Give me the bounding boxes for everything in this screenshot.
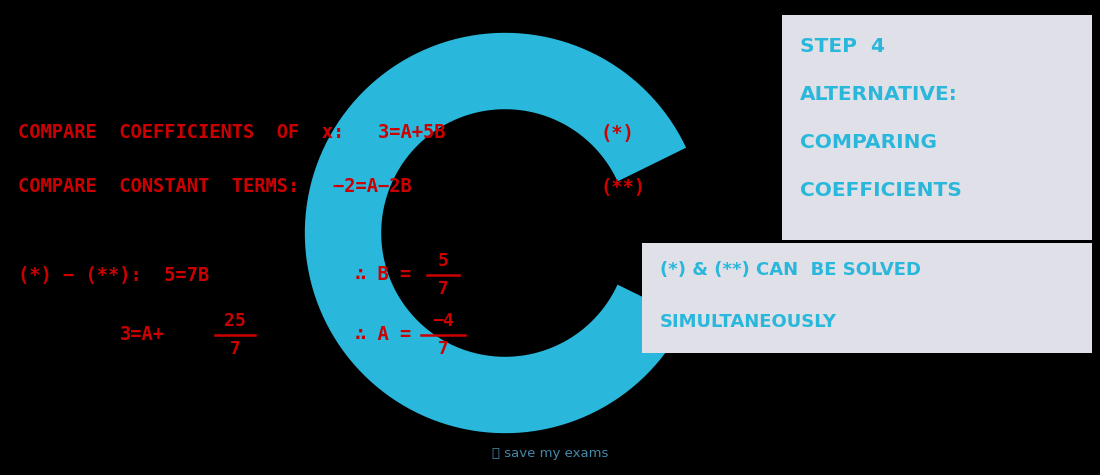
Text: COMPARE  COEFFICIENTS  OF  x:   3=A+5B: COMPARE COEFFICIENTS OF x: 3=A+5B — [18, 124, 446, 142]
Text: ALTERNATIVE:: ALTERNATIVE: — [800, 85, 958, 104]
Text: 7: 7 — [438, 340, 449, 358]
Text: (**): (**) — [600, 178, 645, 197]
Text: (*): (*) — [600, 124, 634, 142]
Text: SIMULTANEOUSLY: SIMULTANEOUSLY — [660, 313, 837, 331]
FancyBboxPatch shape — [642, 243, 1092, 353]
Text: COMPARING: COMPARING — [800, 133, 937, 152]
FancyBboxPatch shape — [782, 15, 1092, 240]
Text: 5: 5 — [438, 252, 449, 270]
Text: ∴ A =: ∴ A = — [355, 325, 411, 344]
Text: COMPARE  CONSTANT  TERMS:   −2=A−2B: COMPARE CONSTANT TERMS: −2=A−2B — [18, 178, 411, 197]
Text: 7: 7 — [230, 340, 241, 358]
Text: (*) − (**):  5=7B: (*) − (**): 5=7B — [18, 266, 209, 285]
Text: 3=A+: 3=A+ — [120, 325, 165, 344]
Text: STEP  4: STEP 4 — [800, 37, 886, 56]
Text: (*) & (**) CAN  BE SOLVED: (*) & (**) CAN BE SOLVED — [660, 261, 921, 279]
Text: COEFFICIENTS: COEFFICIENTS — [800, 181, 961, 200]
Text: 7: 7 — [438, 280, 449, 298]
Text: 25: 25 — [224, 312, 246, 330]
Text: Ⓢ save my exams: Ⓢ save my exams — [492, 446, 608, 459]
Text: ∴ B =: ∴ B = — [355, 266, 411, 285]
Text: −4: −4 — [432, 312, 454, 330]
